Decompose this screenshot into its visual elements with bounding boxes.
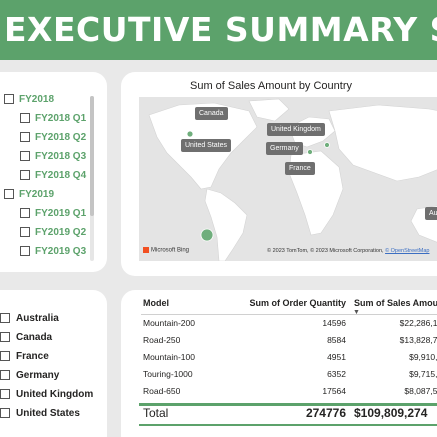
- slicer-item-fy2019[interactable]: ▶ FY2019: [0, 187, 54, 201]
- total-row: Total 274776 $109,809,274: [143, 406, 428, 420]
- bubble-canada: [186, 130, 194, 138]
- checkbox[interactable]: [20, 170, 30, 180]
- checkbox[interactable]: [0, 351, 10, 361]
- map-label-germany[interactable]: Germany: [266, 142, 303, 155]
- map-label-france[interactable]: France: [285, 162, 315, 175]
- checkbox[interactable]: [0, 313, 10, 323]
- sales-table: Model Sum of Order Quantity Sum of Sales…: [121, 290, 437, 437]
- bubble-france: [324, 142, 330, 148]
- checkbox[interactable]: [20, 246, 30, 256]
- sort-descending-icon[interactable]: ▼: [353, 309, 360, 316]
- checkbox[interactable]: [20, 132, 30, 142]
- header-banner: EXECUTIVE SUMMARY SALES: [0, 0, 437, 60]
- column-header-model[interactable]: Model: [143, 298, 169, 308]
- table-row[interactable]: Mountain-100 4951 $9,910,079.: [143, 352, 437, 362]
- map-attribution: © 2023 TomTom, © 2023 Microsoft Corporat…: [267, 248, 430, 254]
- table-row[interactable]: Road-650 17564 $8,087,523.9: [143, 386, 437, 396]
- table-row[interactable]: Mountain-200 14596 $22,286,176.8: [143, 318, 437, 328]
- checkbox[interactable]: [20, 208, 30, 218]
- scrollbar-thumb[interactable]: [90, 96, 94, 216]
- map-visual: Sum of Sales Amount by Country Canad: [121, 72, 437, 276]
- chevron-right-icon[interactable]: ▶: [0, 95, 2, 104]
- chevron-right-icon[interactable]: ▶: [0, 190, 2, 199]
- slicer-item-fy2019-q2[interactable]: FY2019 Q2: [20, 225, 86, 239]
- header-divider: [141, 314, 437, 315]
- fiscal-year-slicer: ▶ FY2018 FY2018 Q1 FY2018 Q2 FY2018 Q3 F…: [0, 72, 107, 272]
- total-divider: [139, 403, 437, 406]
- table-row[interactable]: Touring-1000 6352 $9,715,800.: [143, 369, 437, 379]
- slicer-item-fy2019-q1[interactable]: FY2019 Q1: [20, 206, 86, 220]
- slicer-scrollbar[interactable]: [90, 96, 94, 261]
- slicer-item-united-states[interactable]: United States: [0, 406, 80, 420]
- column-header-sales-amount[interactable]: Sum of Sales Amount: [354, 298, 437, 308]
- map-title: Sum of Sales Amount by Country: [189, 80, 353, 92]
- slicer-item-australia[interactable]: Australia: [0, 311, 59, 325]
- slicer-item-fy2018-q3[interactable]: FY2018 Q3: [20, 149, 86, 163]
- checkbox[interactable]: [4, 189, 14, 199]
- slicer-item-france[interactable]: France: [0, 349, 49, 363]
- slicer-item-germany[interactable]: Germany: [0, 368, 59, 382]
- slicer-item-fy2018[interactable]: ▶ FY2018: [0, 92, 54, 106]
- bing-logo: Microsoft Bing: [143, 247, 189, 254]
- microsoft-logo-icon: [143, 247, 149, 253]
- slicer-item-canada[interactable]: Canada: [0, 330, 52, 344]
- slicer-item-fy2018-q1[interactable]: FY2018 Q1: [20, 111, 86, 125]
- slicer-item-united-kingdom[interactable]: United Kingdom: [0, 387, 93, 401]
- checkbox[interactable]: [20, 151, 30, 161]
- checkbox[interactable]: [4, 94, 14, 104]
- osm-link[interactable]: © OpenStreetMap: [385, 248, 430, 254]
- map-canvas[interactable]: Canada United States United Kingdom Germ…: [139, 97, 437, 261]
- slicer-item-fy2018-q4[interactable]: FY2018 Q4: [20, 168, 86, 182]
- table-row[interactable]: Road-250 8584 $13,828,717.2: [143, 335, 437, 345]
- page-title: EXECUTIVE SUMMARY SALES: [4, 10, 437, 49]
- world-map-shapes: [148, 98, 437, 261]
- checkbox[interactable]: [0, 370, 10, 380]
- map-label-canada[interactable]: Canada: [195, 107, 228, 120]
- bubble-germany: [307, 149, 313, 155]
- map-label-united-states[interactable]: United States: [181, 139, 232, 152]
- slicer-item-fy2019-q3[interactable]: FY2019 Q3: [20, 244, 86, 258]
- map-label-australia[interactable]: Australia: [425, 207, 437, 220]
- checkbox[interactable]: [20, 113, 30, 123]
- checkbox[interactable]: [0, 389, 10, 399]
- checkbox[interactable]: [0, 332, 10, 342]
- map-label-united-kingdom[interactable]: United Kingdom: [267, 123, 325, 136]
- table-bottom-border: [139, 424, 437, 426]
- checkbox[interactable]: [20, 227, 30, 237]
- slicer-item-fy2018-q2[interactable]: FY2018 Q2: [20, 130, 86, 144]
- checkbox[interactable]: [0, 408, 10, 418]
- column-header-order-quantity[interactable]: Sum of Order Quantity: [249, 298, 346, 308]
- country-slicer: Australia Canada France Germany United K…: [0, 290, 107, 437]
- bubble-united-states: [200, 228, 214, 242]
